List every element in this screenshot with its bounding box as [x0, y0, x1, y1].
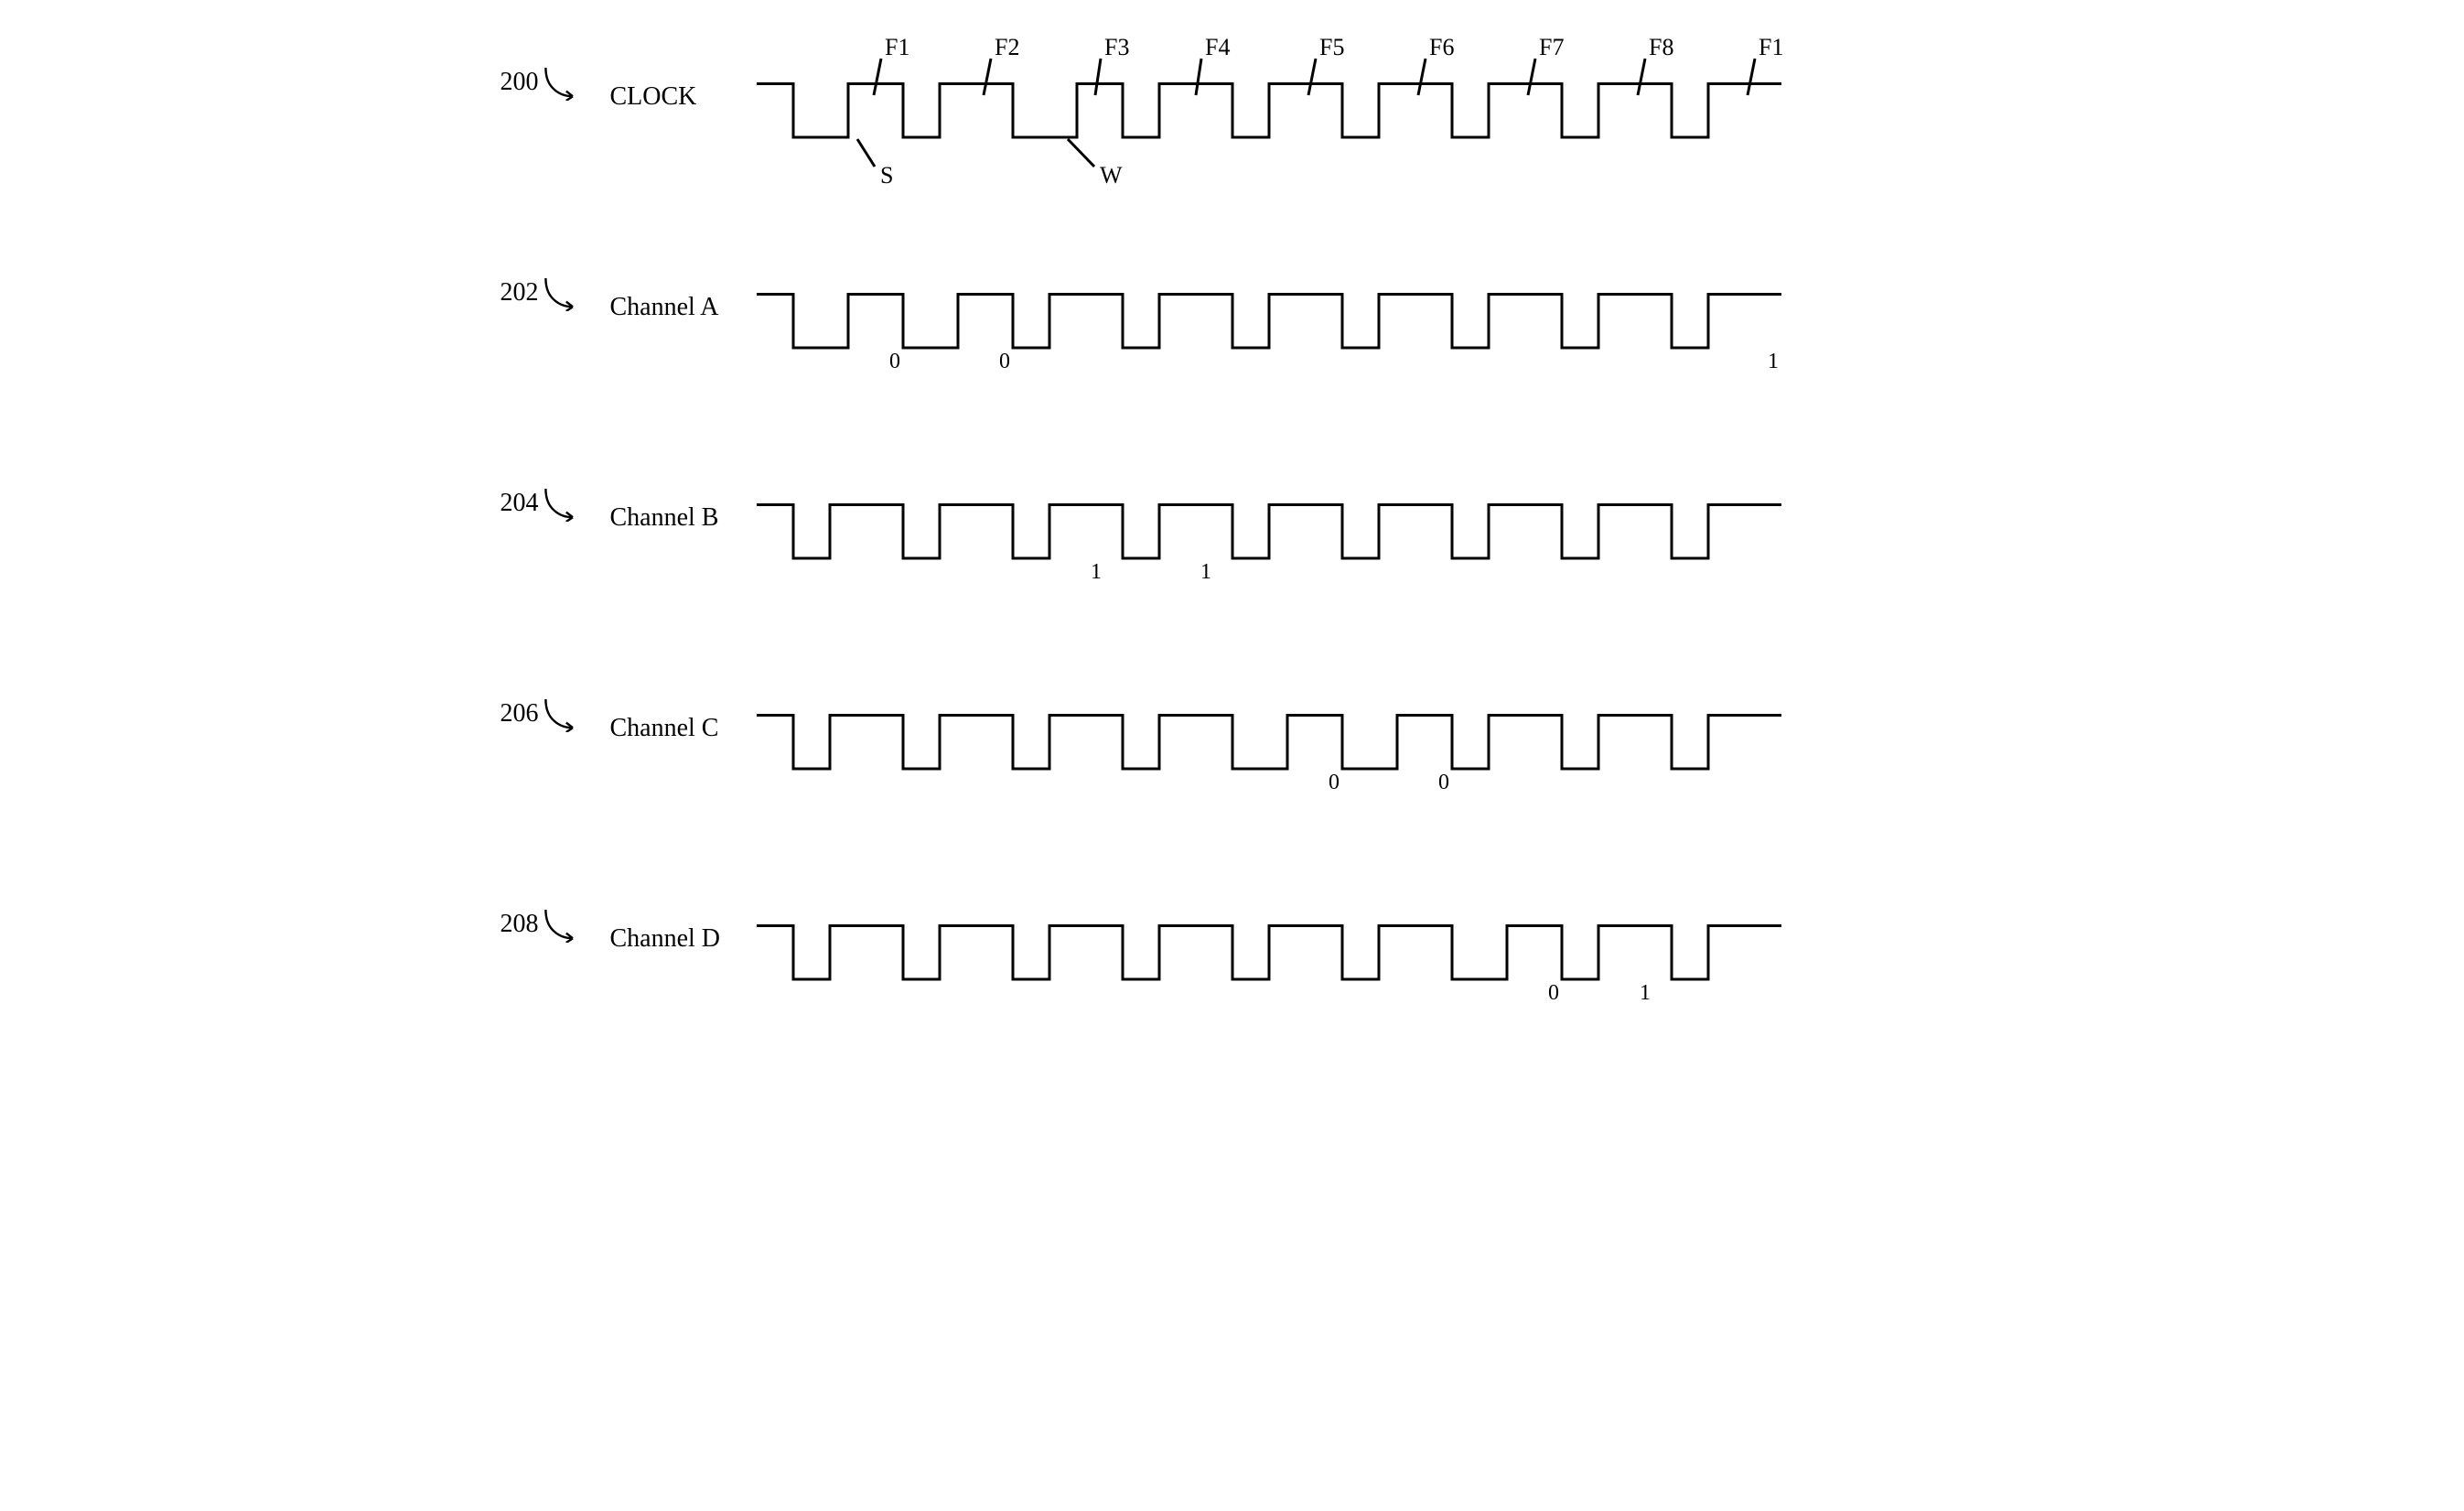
- frame-label: F6: [1429, 37, 1454, 60]
- reference-number: 204: [500, 458, 610, 522]
- ref-text: 206: [500, 699, 539, 729]
- frame-label: F2: [995, 37, 1019, 60]
- signal-row: 206 Channel C 00: [500, 668, 1964, 842]
- bit-label: 0: [999, 350, 1010, 373]
- bit-label: 0: [1548, 981, 1559, 1005]
- signal-row: 208 Channel D 01: [500, 879, 1964, 1052]
- signal-label: CLOCK: [610, 37, 757, 112]
- signal-row: 204 Channel B 11: [500, 458, 1964, 631]
- reference-number: 200: [500, 37, 610, 101]
- ref-text: 204: [500, 489, 539, 518]
- frame-label: F4: [1205, 37, 1230, 60]
- frame-label: F3: [1104, 37, 1129, 60]
- signal-row: 202 Channel A 0 0 1: [500, 247, 1964, 421]
- reference-number: 202: [500, 247, 610, 311]
- waveform: 11: [757, 458, 1964, 631]
- reference-number: 206: [500, 668, 610, 732]
- reference-number: 208: [500, 879, 610, 943]
- bit-label: 0: [1438, 771, 1449, 794]
- frame-label: F5: [1319, 37, 1344, 60]
- ref-text: 200: [500, 68, 539, 97]
- signal-label: Channel B: [610, 458, 757, 533]
- ref-text: 208: [500, 910, 539, 939]
- frame-label: F1: [885, 37, 909, 60]
- waveform-svg: 00: [757, 714, 1786, 842]
- signal-label: Channel D: [610, 879, 757, 954]
- bit-label: 0: [889, 350, 900, 373]
- frame-label: F8: [1649, 37, 1673, 60]
- waveform-svg: SW: [757, 82, 1786, 210]
- waveform-svg: 0 0 1: [757, 293, 1786, 421]
- waveform: 00: [757, 668, 1964, 842]
- waveform: 0 0 1: [757, 247, 1964, 421]
- below-label: W: [1100, 162, 1123, 189]
- frame-label: F7: [1539, 37, 1564, 60]
- signal-label: Channel A: [610, 247, 757, 322]
- bit-label: 1: [1640, 981, 1651, 1005]
- frame-labels-svg: F1 F2 F3 F4 F5 F6 F7 F8 F1: [757, 37, 1855, 101]
- frame-label: F1: [1759, 37, 1783, 60]
- timing-diagram: 200 CLOCK SW F1F2F3F4F5F6F7F8F1202 Chann…: [500, 37, 1964, 1052]
- bit-label: 1: [1091, 560, 1102, 584]
- signal-row: 200 CLOCK SW F1F2F3F4F5F6F7F8F1: [500, 37, 1964, 210]
- bit-label: 1: [1768, 350, 1779, 373]
- signal-label: Channel C: [610, 668, 757, 743]
- waveform-svg: 11: [757, 503, 1786, 631]
- bit-label: 1: [1200, 560, 1211, 584]
- below-label: S: [880, 162, 893, 189]
- bit-label: 0: [1329, 771, 1340, 794]
- waveform-svg: 01: [757, 924, 1786, 1052]
- frame-labels: F1 F2 F3 F4 F5 F6 F7 F8 F1: [757, 37, 1964, 92]
- waveform: 01: [757, 879, 1964, 1052]
- ref-text: 202: [500, 278, 539, 308]
